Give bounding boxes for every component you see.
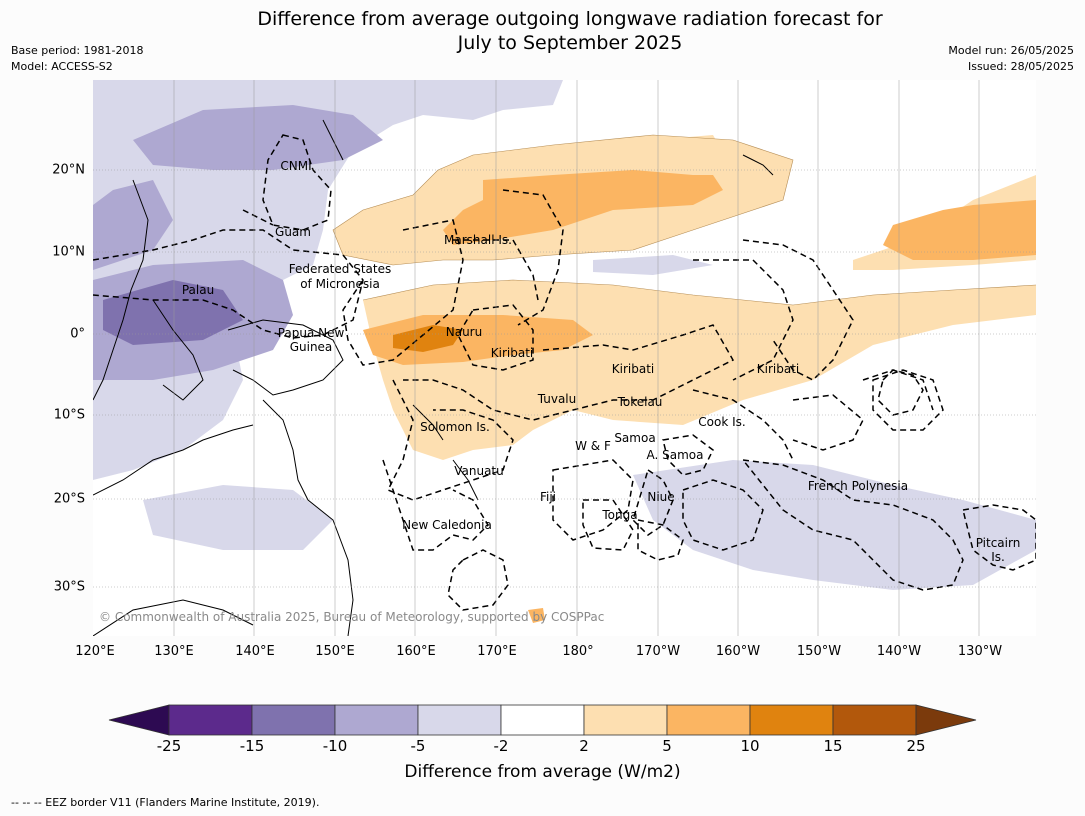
lon-tick-170w: 170°W (635, 644, 681, 659)
label-american-samoa: A. Samoa (647, 448, 704, 462)
map-panel: CNMI Guam Marshall Is. Federated States … (93, 80, 1036, 636)
lon-tick-150e: 150°E (315, 644, 355, 659)
label-new-caledonia: New Caledonia (402, 518, 492, 532)
label-french-polynesia: French Polynesia (808, 479, 908, 493)
base-period: Base period: 1981-2018 (11, 44, 144, 57)
colorbar-extension-low (108, 704, 170, 736)
label-fiji: Fiji (540, 490, 556, 504)
place-labels: CNMI Guam Marshall Is. Federated States … (182, 159, 1020, 564)
label-vanuatu: Vanuatu (454, 464, 504, 478)
colorbar-cell (666, 704, 751, 736)
copyright-notice: © Commonwealth of Australia 2025, Bureau… (99, 610, 604, 624)
lon-tick-140e: 140°E (235, 644, 275, 659)
label-pitcairn-line1: Pitcairn (976, 536, 1021, 550)
label-png-line1: Papua New (278, 326, 345, 340)
colorbar-cell (417, 704, 502, 736)
colorbar-cell (500, 704, 585, 736)
lat-tick-20n: 20°N (52, 162, 85, 178)
eez-borders (93, 134, 1036, 611)
colorbar-cell (832, 704, 917, 736)
lon-tick-140w: 140°W (876, 644, 922, 659)
colorbar-cell (583, 704, 668, 736)
lon-tick-150w: 150°W (796, 644, 842, 659)
lon-tick-160w: 160°W (715, 644, 761, 659)
eez-footnote: -- -- -- EEZ border V11 (Flanders Marine… (11, 796, 320, 809)
cb-tick-5: 5 (662, 737, 672, 755)
cb-tick-2: 2 (579, 737, 589, 755)
label-niue: Niue (647, 490, 674, 504)
lat-tick-10s: 10°S (53, 407, 85, 423)
colorbar-label: Difference from average (W/m2) (404, 762, 681, 782)
title-line-1: Difference from average outgoing longwav… (257, 8, 883, 30)
lon-tick-120e: 120°E (75, 644, 115, 659)
lon-tick-180: 180° (562, 644, 594, 659)
lon-tick-170e: 170°E (477, 644, 517, 659)
label-pitcairn-line2: Is. (991, 550, 1005, 564)
label-kiribati-west: Kiribati (491, 346, 533, 360)
colorbar-cell (749, 704, 834, 736)
label-guam: Guam (275, 225, 311, 239)
label-wallis-futuna: W & F (575, 439, 611, 453)
cb-tick-minus5: -5 (410, 737, 426, 755)
colorbar-cell (251, 704, 336, 736)
label-tokelau: Tokelau (617, 395, 663, 409)
label-cook-islands: Cook Is. (698, 415, 745, 429)
cb-tick-10: 10 (740, 737, 760, 755)
lon-tick-130e: 130°E (154, 644, 194, 659)
cb-tick-minus25: -25 (156, 737, 182, 755)
colorbar-extension-high (915, 704, 977, 736)
lat-tick-20s: 20°S (53, 491, 85, 507)
lat-tick-30s: 30°S (53, 579, 85, 595)
negative-anomaly-layer (93, 80, 1036, 590)
cb-tick-minus2: -2 (493, 737, 509, 755)
label-marshall-islands: Marshall Is. (444, 233, 512, 247)
lat-tick-0: 0° (70, 326, 85, 342)
coastlines (93, 119, 774, 636)
lon-tick-130w: 130°W (957, 644, 1003, 659)
label-fsm-line1: Federated States (289, 262, 391, 276)
label-tuvalu: Tuvalu (537, 392, 577, 406)
label-nauru: Nauru (446, 325, 482, 339)
graticule (93, 80, 1036, 636)
meta-right: Model run: 26/05/2025 Issued: 28/05/2025 (948, 43, 1074, 75)
model-run: Model run: 26/05/2025 (948, 44, 1074, 57)
map-title: Difference from average outgoing longwav… (0, 7, 1085, 55)
label-palau: Palau (182, 283, 214, 297)
label-solomon-islands: Solomon Is. (420, 420, 490, 434)
issued-date: Issued: 28/05/2025 (967, 60, 1074, 73)
lat-tick-10n: 10°N (52, 244, 85, 260)
cb-tick-25: 25 (906, 737, 926, 755)
title-line-2: July to September 2025 (457, 32, 683, 54)
meta-left: Base period: 1981-2018 Model: ACCESS-S2 (11, 43, 143, 75)
cb-tick-minus15: -15 (239, 737, 265, 755)
lon-tick-160e: 160°E (396, 644, 436, 659)
colorbar-cell (334, 704, 419, 736)
label-kiribati-east: Kiribati (757, 362, 799, 376)
model-name: Model: ACCESS-S2 (11, 60, 113, 73)
colorbar (108, 704, 977, 736)
label-tonga: Tonga (601, 508, 637, 522)
label-kiribati-central: Kiribati (612, 362, 654, 376)
cb-tick-15: 15 (823, 737, 843, 755)
label-fsm-line2: of Micronesia (300, 277, 380, 291)
label-png-line2: Guinea (290, 340, 333, 354)
label-samoa: Samoa (614, 431, 655, 445)
colorbar-cell (168, 704, 253, 736)
label-cnmi: CNMI (280, 159, 311, 173)
cb-tick-minus10: -10 (322, 737, 348, 755)
